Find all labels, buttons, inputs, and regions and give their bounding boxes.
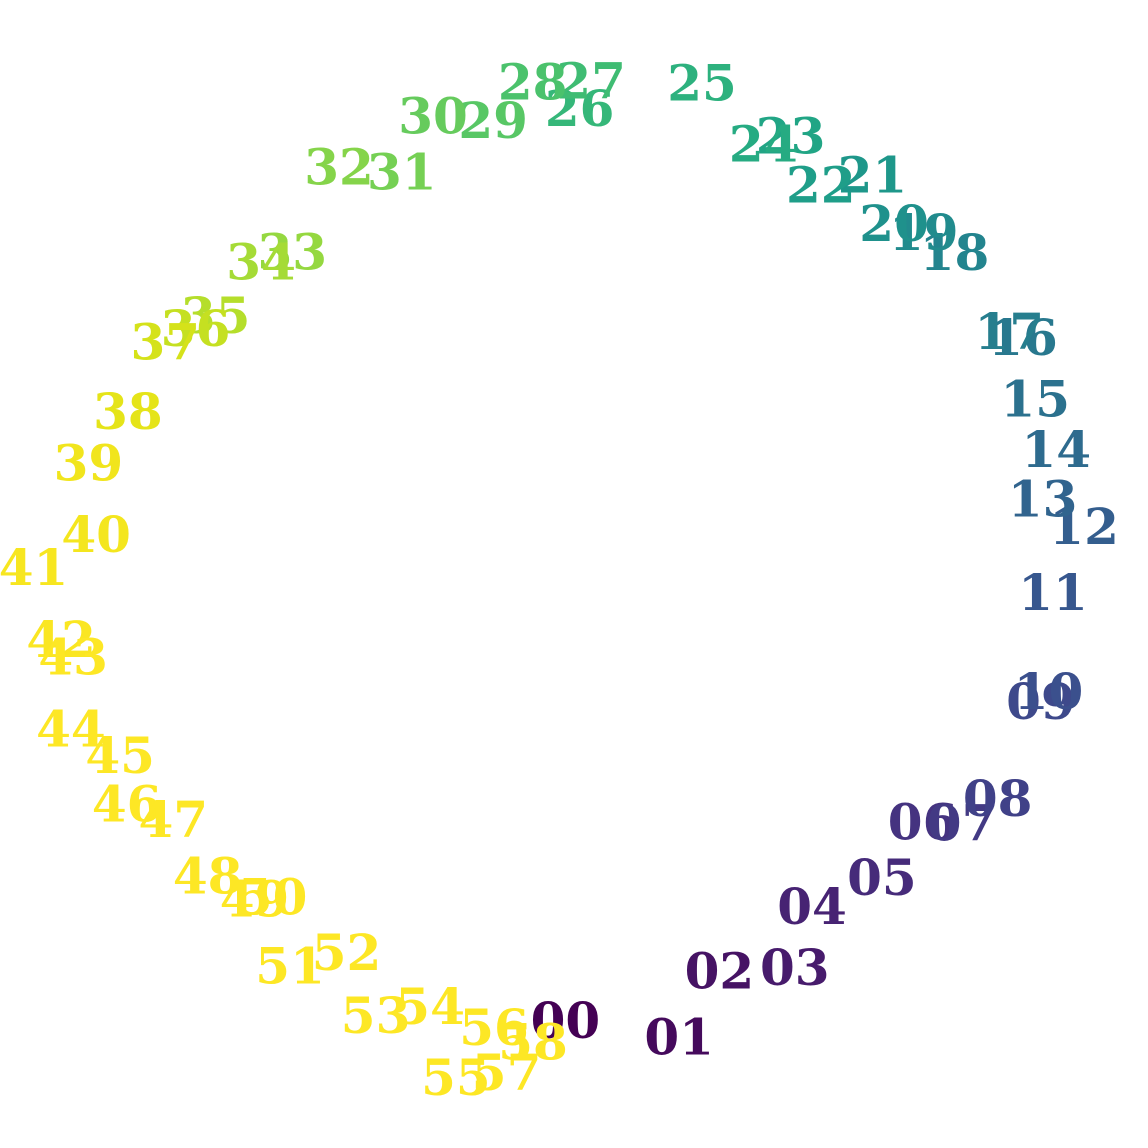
point-label-40: 40 — [61, 505, 131, 564]
point-label-58: 58 — [498, 1013, 568, 1072]
point-label-23: 23 — [756, 106, 826, 165]
point-label-15: 15 — [1001, 369, 1071, 428]
point-label-17: 17 — [975, 302, 1045, 361]
point-label-38: 38 — [93, 382, 163, 441]
point-label-07: 07 — [927, 793, 997, 852]
point-label-33: 33 — [258, 223, 328, 282]
point-label-52: 52 — [312, 923, 382, 982]
point-label-10: 10 — [1014, 662, 1084, 721]
point-label-37: 37 — [131, 312, 201, 371]
point-label-43: 43 — [38, 627, 108, 686]
point-label-26: 26 — [545, 79, 615, 138]
point-label-02: 02 — [685, 942, 755, 1001]
point-label-05: 05 — [847, 848, 917, 907]
point-label-46: 46 — [92, 774, 162, 833]
point-label-48: 48 — [173, 846, 243, 905]
point-label-45: 45 — [85, 726, 155, 785]
point-label-31: 31 — [367, 143, 437, 202]
point-label-30: 30 — [398, 86, 468, 145]
point-label-57: 57 — [472, 1043, 542, 1102]
point-label-49: 49 — [220, 870, 290, 929]
point-label-20: 20 — [859, 194, 929, 253]
point-label-16: 16 — [988, 308, 1058, 367]
point-label-21: 21 — [838, 146, 908, 205]
point-label-50: 50 — [238, 868, 308, 927]
point-label-01: 01 — [644, 1007, 714, 1066]
point-label-00: 00 — [531, 991, 601, 1050]
point-label-35: 35 — [181, 286, 251, 345]
point-label-03: 03 — [760, 938, 830, 997]
point-label-11: 11 — [1018, 563, 1088, 622]
point-label-55: 55 — [421, 1048, 491, 1107]
point-label-51: 51 — [255, 937, 325, 996]
point-label-27: 27 — [556, 51, 626, 110]
point-label-36: 36 — [161, 299, 231, 358]
point-label-06: 06 — [888, 792, 958, 851]
point-label-09: 09 — [1006, 672, 1076, 731]
point-label-25: 25 — [667, 53, 737, 112]
point-label-41: 41 — [0, 538, 68, 597]
point-label-22: 22 — [786, 156, 856, 215]
point-label-08: 08 — [963, 769, 1033, 828]
point-label-44: 44 — [36, 699, 106, 758]
point-label-53: 53 — [341, 986, 411, 1045]
point-label-12: 12 — [1049, 497, 1119, 556]
point-label-28: 28 — [498, 53, 568, 112]
point-label-19: 19 — [889, 203, 959, 262]
point-label-04: 04 — [777, 877, 847, 936]
point-label-14: 14 — [1022, 420, 1092, 479]
point-label-24: 24 — [729, 115, 799, 174]
point-label-47: 47 — [139, 790, 209, 849]
point-label-13: 13 — [1008, 469, 1078, 528]
point-label-54: 54 — [395, 977, 465, 1036]
point-label-29: 29 — [458, 91, 528, 150]
point-label-32: 32 — [304, 138, 374, 197]
point-label-18: 18 — [920, 223, 990, 282]
point-label-56: 56 — [459, 998, 529, 1057]
point-label-42: 42 — [26, 610, 96, 669]
point-label-34: 34 — [226, 233, 296, 292]
point-label-39: 39 — [54, 433, 124, 492]
